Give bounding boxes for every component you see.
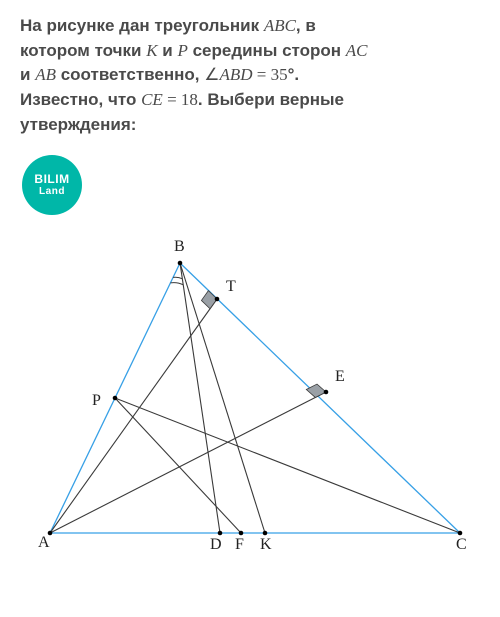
eq: = (253, 65, 271, 84)
txt: утверждения: (20, 115, 136, 134)
svg-text:A: A (38, 534, 50, 551)
angle-symbol: ∠ (204, 65, 219, 84)
svg-text:F: F (235, 536, 244, 553)
badge-line2: Land (39, 186, 65, 197)
txt: . Выбери верные (198, 90, 344, 109)
txt: Известно, что (20, 90, 141, 109)
segment-ce: CE (141, 90, 163, 109)
svg-text:K: K (260, 536, 272, 553)
txt: соответственно, (56, 65, 204, 84)
side-ab: AB (35, 65, 56, 84)
txt: середины сторон (188, 41, 346, 60)
side-ac: AC (346, 41, 368, 60)
txt: и (158, 41, 178, 60)
angle-value: 35 (271, 65, 288, 84)
txt: На рисунке дан треугольник (20, 16, 264, 35)
triangle-name: ABC (264, 16, 296, 35)
svg-text:B: B (174, 238, 185, 255)
geometry-figure: A B C P T E DFK (20, 233, 480, 573)
txt: , в (296, 16, 316, 35)
txt: котором точки (20, 41, 146, 60)
svg-text:P: P (92, 392, 101, 409)
svg-text:C: C (456, 536, 467, 553)
svg-text:E: E (335, 368, 345, 385)
txt: и (20, 65, 35, 84)
svg-text:T: T (226, 278, 236, 295)
point-p: P (177, 41, 187, 60)
svg-text:D: D (210, 536, 222, 553)
txt: . (294, 65, 299, 84)
badge-line1: BILIM (34, 173, 69, 186)
ce-value: 18 (181, 90, 198, 109)
point-k: K (146, 41, 157, 60)
angle-name: ABD (219, 65, 252, 84)
eq: = (163, 90, 181, 109)
bilim-land-badge: BILIM Land (22, 155, 82, 215)
geometry-svg: A B C P T E DFK (20, 233, 480, 573)
problem-statement: На рисунке дан треугольник ABC, в которо… (20, 14, 480, 137)
